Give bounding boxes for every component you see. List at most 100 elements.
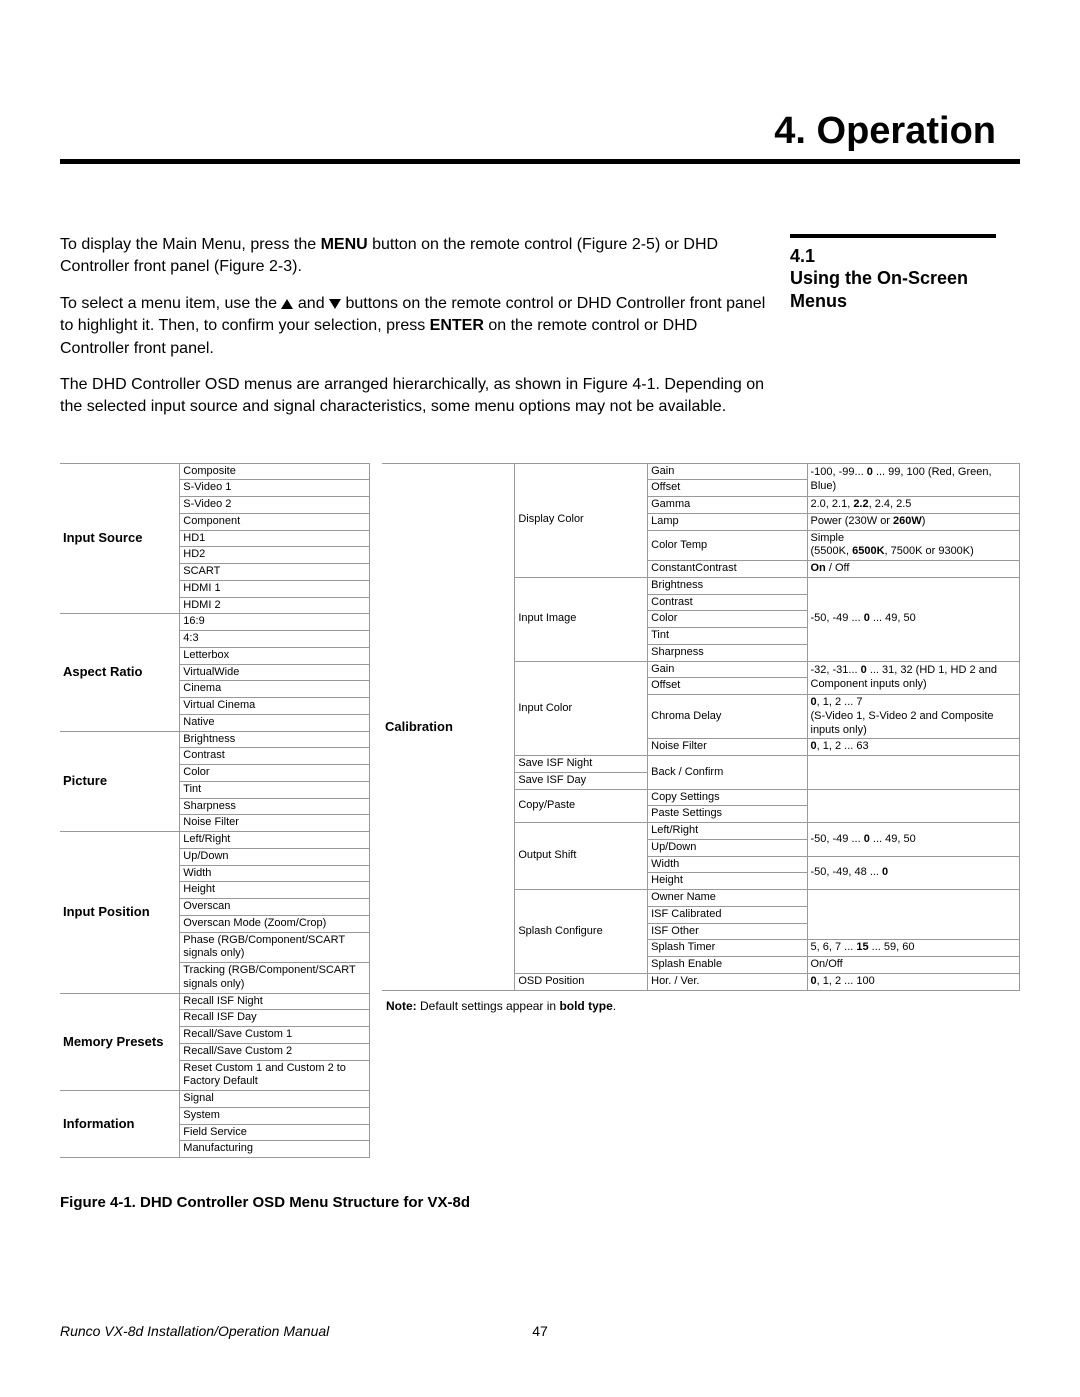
page-footer: Runco VX-8d Installation/Operation Manua… — [60, 1323, 1020, 1339]
submenu-item: Splash Enable — [648, 957, 807, 974]
submenu-label: Save ISF Night — [515, 756, 648, 773]
menu-item: System — [180, 1107, 370, 1124]
menu-item: Phase (RGB/Component/SCART signals only) — [180, 932, 370, 963]
submenu-value: -100, -99... 0 ... 99, 100 (Red, Green, … — [807, 463, 1020, 497]
submenu-value: On/Off — [807, 957, 1020, 974]
p2b: and — [293, 295, 329, 312]
menu-item: Recall/Save Custom 1 — [180, 1027, 370, 1044]
submenu-item: Color Temp — [648, 530, 807, 561]
submenu-value: -50, -49 ... 0 ... 49, 50 — [807, 823, 1020, 857]
footer-page-number: 47 — [532, 1323, 548, 1339]
menu-item: Color — [180, 765, 370, 782]
intro-text: To display the Main Menu, press the MENU… — [60, 234, 768, 433]
submenu-value: -50, -49, 48 ... 0 — [807, 856, 1020, 890]
submenu-label: Copy/Paste — [515, 789, 648, 823]
menu-item: Manufacturing — [180, 1141, 370, 1158]
submenu-item: Back / Confirm — [648, 756, 807, 790]
menu-item: Tint — [180, 781, 370, 798]
menu-item: Height — [180, 882, 370, 899]
submenu-item: Owner Name — [648, 890, 807, 907]
menu-item: Overscan Mode (Zoom/Crop) — [180, 915, 370, 932]
section-name: Using the On-Screen Menus — [790, 267, 996, 312]
submenu-item: Left/Right — [648, 823, 807, 840]
note-c: bold type — [559, 999, 612, 1013]
menu-category: Memory Presets — [60, 993, 180, 1091]
p1a: To display the Main Menu, press the — [60, 236, 321, 253]
menu-item: Letterbox — [180, 647, 370, 664]
submenu-value: Power (230W or 260W) — [807, 513, 1020, 530]
menu-item: Signal — [180, 1091, 370, 1108]
submenu-item: ConstantContrast — [648, 561, 807, 578]
p1b: MENU — [321, 236, 368, 253]
menu-item: Composite — [180, 463, 370, 480]
menu-item: Contrast — [180, 748, 370, 765]
default-note: Note: Default settings appear in bold ty… — [382, 999, 1020, 1013]
menu-item: SCART — [180, 564, 370, 581]
menu-item: HDMI 2 — [180, 597, 370, 614]
menu-item: Recall ISF Night — [180, 993, 370, 1010]
submenu-value: -32, -31... 0 ... 31, 32 (HD 1, HD 2 and… — [807, 661, 1020, 695]
menu-item: Sharpness — [180, 798, 370, 815]
menu-item: S-Video 2 — [180, 497, 370, 514]
submenu-value — [807, 890, 1020, 940]
menu-item: HDMI 1 — [180, 580, 370, 597]
submenu-item: Sharpness — [648, 644, 807, 661]
submenu-value: On / Off — [807, 561, 1020, 578]
submenu-item: Gamma — [648, 497, 807, 514]
menu-item: Field Service — [180, 1124, 370, 1141]
submenu-item: Noise Filter — [648, 739, 807, 756]
submenu-label: Input Image — [515, 577, 648, 661]
submenu-item: Gain — [648, 463, 807, 480]
submenu-label: Save ISF Day — [515, 772, 648, 789]
submenu-value: 0, 1, 2 ... 7(S-Video 1, S-Video 2 and C… — [807, 695, 1020, 739]
menu-item: VirtualWide — [180, 664, 370, 681]
chapter-rule — [60, 159, 1020, 164]
menu-item: Brightness — [180, 731, 370, 748]
menu-item: 4:3 — [180, 631, 370, 648]
submenu-value: 5, 6, 7 ... 15 ... 59, 60 — [807, 940, 1020, 957]
submenu-item: Offset — [648, 480, 807, 497]
submenu-label: Input Color — [515, 661, 648, 756]
section-heading: 4.1 Using the On-Screen Menus — [790, 234, 996, 312]
submenu-item: Height — [648, 873, 807, 890]
submenu-value: 0, 1, 2 ... 100 — [807, 973, 1020, 990]
submenu-value: -50, -49 ... 0 ... 49, 50 — [807, 577, 1020, 661]
submenu-value — [807, 789, 1020, 823]
submenu-item: Width — [648, 856, 807, 873]
section-num: 4.1 — [790, 246, 996, 267]
submenu-item: Up/Down — [648, 839, 807, 856]
submenu-item: Splash Timer — [648, 940, 807, 957]
menu-item: Cinema — [180, 681, 370, 698]
menu-item: HD1 — [180, 530, 370, 547]
submenu-value: Simple(5500K, 6500K, 7500K or 9300K) — [807, 530, 1020, 561]
menu-item: Recall ISF Day — [180, 1010, 370, 1027]
menu-item: 16:9 — [180, 614, 370, 631]
menu-structure-tables: Input SourceCompositeS-Video 1S-Video 2C… — [60, 463, 1020, 1159]
menu-item: Left/Right — [180, 832, 370, 849]
menu-item: Noise Filter — [180, 815, 370, 832]
submenu-label: Splash Configure — [515, 890, 648, 974]
footer-title: Runco VX-8d Installation/Operation Manua… — [60, 1323, 329, 1339]
submenu-label: Display Color — [515, 463, 648, 577]
submenu-item: Lamp — [648, 513, 807, 530]
submenu-label: OSD Position — [515, 973, 648, 990]
menu-item: Native — [180, 714, 370, 731]
menu-category: Information — [60, 1091, 180, 1158]
submenu-value: 2.0, 2.1, 2.2, 2.4, 2.5 — [807, 497, 1020, 514]
menu-item: Recall/Save Custom 2 — [180, 1043, 370, 1060]
menu-item: Up/Down — [180, 848, 370, 865]
p2d: ENTER — [430, 317, 484, 334]
menu-category: Picture — [60, 731, 180, 832]
menu-category: Aspect Ratio — [60, 614, 180, 731]
up-arrow-icon — [281, 299, 293, 309]
menu-item: HD2 — [180, 547, 370, 564]
menu-item: Width — [180, 865, 370, 882]
submenu-label: Output Shift — [515, 823, 648, 890]
submenu-item: Color — [648, 611, 807, 628]
submenu-value: 0, 1, 2 ... 63 — [807, 739, 1020, 756]
submenu-item: Brightness — [648, 577, 807, 594]
note-d: . — [613, 999, 616, 1013]
note-b: Default settings appear in — [417, 999, 560, 1013]
submenu-item: Copy Settings — [648, 789, 807, 806]
left-menu-table: Input SourceCompositeS-Video 1S-Video 2C… — [60, 463, 370, 1159]
